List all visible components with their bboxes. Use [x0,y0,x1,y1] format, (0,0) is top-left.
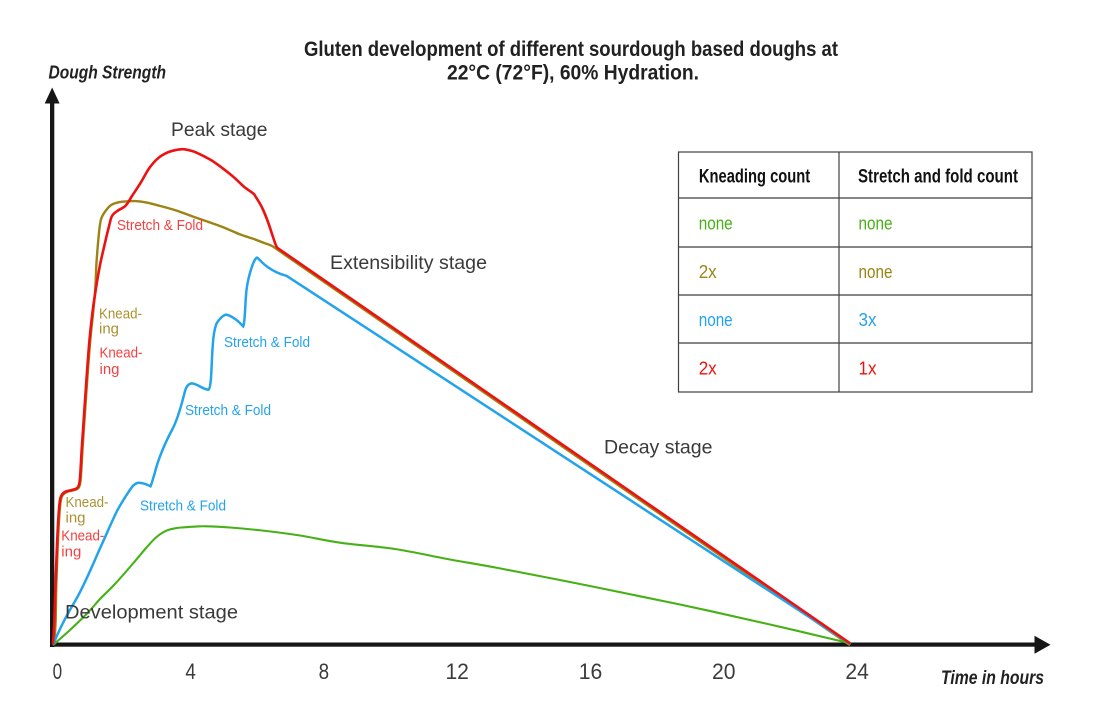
svg-text:Stretch & Fold: Stretch & Fold [185,403,271,419]
svg-text:ing: ing [99,322,119,338]
svg-text:1x: 1x [859,359,877,379]
svg-text:Gluten development of differen: Gluten development of different sourdoug… [304,37,838,61]
svg-text:Peak stage: Peak stage [171,119,268,141]
svg-text:12: 12 [445,659,469,684]
svg-text:16: 16 [579,659,603,684]
svg-text:2x: 2x [699,359,717,379]
svg-text:Knead-: Knead- [100,345,143,361]
svg-text:22°C (72°F), 60% Hydration.: 22°C (72°F), 60% Hydration. [447,61,699,85]
svg-text:20: 20 [712,659,736,684]
svg-text:ing: ing [100,362,120,378]
svg-text:8: 8 [319,659,330,684]
svg-text:ing: ing [61,545,81,561]
svg-text:ing: ing [66,511,86,527]
svg-text:4: 4 [185,659,196,684]
svg-text:24: 24 [845,659,869,684]
svg-text:none: none [859,214,893,234]
svg-text:0: 0 [53,659,63,684]
svg-text:none: none [699,214,733,234]
svg-text:Dough Strength: Dough Strength [49,63,167,83]
svg-text:Stretch & Fold: Stretch & Fold [117,218,203,234]
svg-text:Development stage: Development stage [65,602,238,624]
svg-text:Knead-: Knead- [99,306,142,322]
svg-text:Time in hours: Time in hours [941,668,1044,689]
svg-text:Extensibility stage: Extensibility stage [330,252,487,274]
svg-text:Knead-: Knead- [66,495,109,511]
svg-text:Kneading count: Kneading count [699,167,811,188]
svg-text:Stretch and fold count: Stretch and fold count [858,167,1019,188]
svg-text:Decay stage: Decay stage [604,437,713,459]
svg-text:none: none [699,310,733,330]
svg-text:Knead-: Knead- [61,529,104,545]
svg-text:Stretch & Fold: Stretch & Fold [224,335,310,351]
svg-text:Stretch & Fold: Stretch & Fold [140,499,226,515]
svg-text:3x: 3x [859,310,877,330]
svg-text:none: none [859,262,893,282]
svg-text:2x: 2x [699,262,717,282]
